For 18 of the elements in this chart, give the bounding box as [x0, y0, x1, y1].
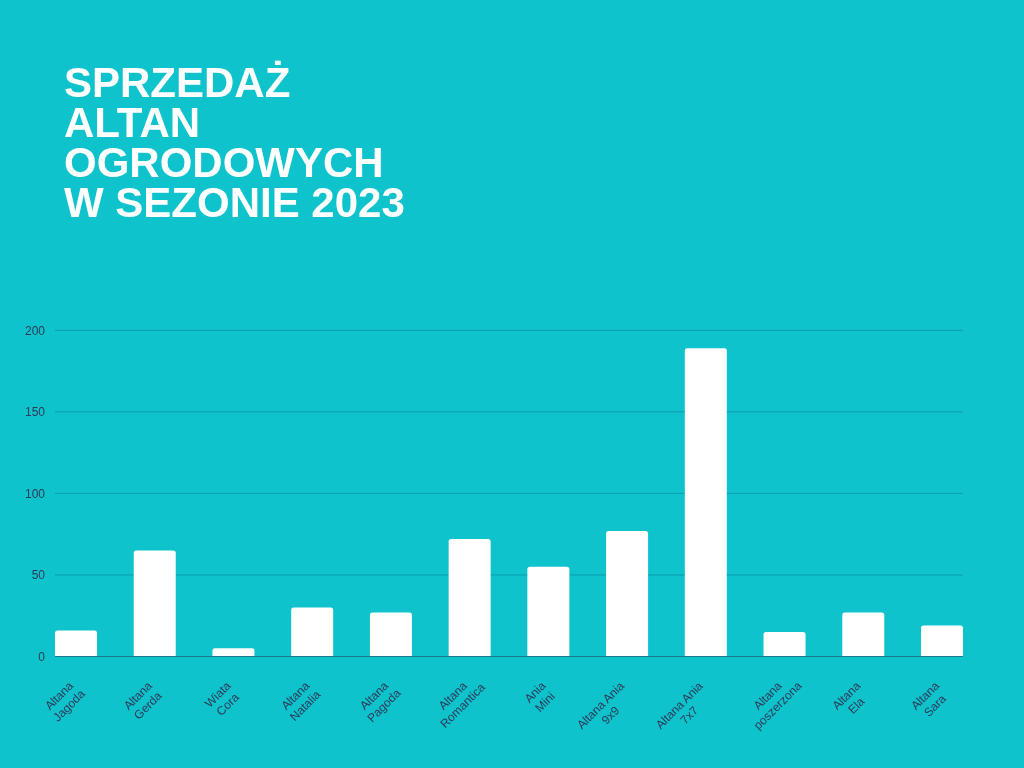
bar [684, 348, 727, 657]
bar [133, 550, 176, 657]
bar [763, 632, 806, 657]
y-tick-label: 200 [24, 323, 46, 338]
y-tick-label: 50 [31, 568, 46, 583]
bar [55, 630, 97, 657]
bar [291, 607, 334, 657]
y-tick-label: 150 [24, 405, 46, 420]
y-tick-label: 0 [38, 649, 46, 664]
bar [369, 612, 412, 657]
bar [448, 539, 491, 657]
y-tick-label: 100 [24, 486, 46, 501]
bar [527, 566, 570, 657]
bar [606, 530, 649, 657]
bar [921, 625, 963, 657]
bar [842, 612, 885, 657]
bar [212, 648, 255, 657]
chart-title: SPRZEDAŻ ALTAN OGRODOWYCH W SEZONIE 2023 [64, 59, 405, 226]
